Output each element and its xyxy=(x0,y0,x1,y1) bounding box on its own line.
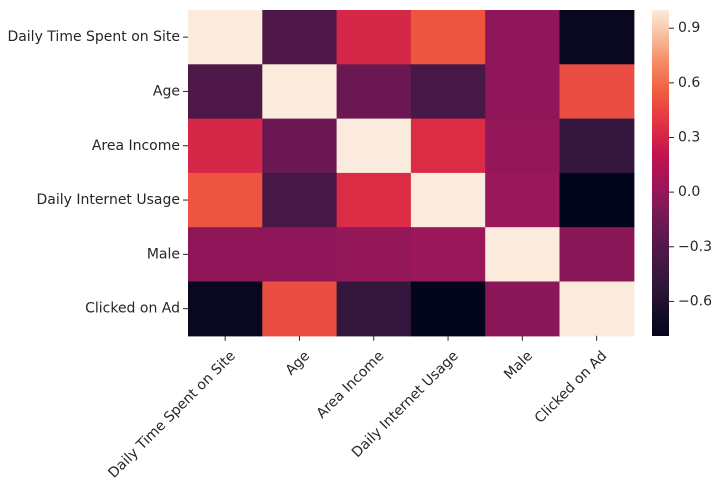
heatmap-cell-area-income-daily-time-spent-on-site xyxy=(188,118,263,174)
heatmap-cell-daily-time-spent-on-site-male xyxy=(485,10,561,65)
heatmap-cell-male-male xyxy=(485,227,561,283)
heatmap-cell-area-income-clicked-on-ad xyxy=(559,118,635,174)
heatmap-cell-clicked-on-ad-daily-time-spent-on-site xyxy=(188,281,263,337)
heatmap-cell-daily-time-spent-on-site-clicked-on-ad xyxy=(559,10,635,65)
x-tick-label-clicked-on-ad: Clicked on Ad xyxy=(532,348,610,426)
y-tick-label-daily-internet-usage: Daily Internet Usage xyxy=(36,192,180,208)
heatmap-cell-clicked-on-ad-male xyxy=(485,281,561,337)
heatmap-cell-age-area-income xyxy=(336,64,412,120)
colorbar-tick-label: 0.9 xyxy=(678,20,700,36)
heatmap-cell-male-daily-time-spent-on-site xyxy=(188,227,263,283)
heatmap-cell-male-area-income xyxy=(336,227,412,283)
y-tick-labels: Daily Time Spent on Site Age Area Income Da… xyxy=(7,29,188,317)
x-tick-label-male: Male xyxy=(501,348,536,383)
heatmap-cell-daily-internet-usage-area-income xyxy=(336,172,412,228)
heatmap-cell-daily-time-spent-on-site-daily-internet-usage xyxy=(410,10,486,65)
y-tick-label-clicked-on-ad: Clicked on Ad xyxy=(85,301,180,317)
x-tick-label-age: Age xyxy=(283,348,313,378)
colorbar-gradient xyxy=(652,10,669,336)
heatmap-cell-area-income-age xyxy=(262,118,338,174)
heatmap-cell-male-daily-internet-usage xyxy=(410,227,486,283)
heatmap-cell-age-daily-internet-usage xyxy=(410,64,486,120)
heatmap-cell-daily-internet-usage-clicked-on-ad xyxy=(559,172,635,228)
y-tick-label-area-income: Area Income xyxy=(92,138,180,154)
heatmap-cell-area-income-area-income xyxy=(336,118,412,174)
heatmap-cell-daily-time-spent-on-site-age xyxy=(262,10,338,65)
heatmap-cell-clicked-on-ad-age xyxy=(262,281,338,337)
colorbar-tick-label: 0.0 xyxy=(678,184,700,200)
heatmap-cell-age-age xyxy=(262,64,338,120)
heatmap-cell-male-clicked-on-ad xyxy=(559,227,635,283)
colorbar-tick-label: 0.6 xyxy=(678,75,700,91)
heatmap-cell-area-income-daily-internet-usage xyxy=(410,118,486,174)
heatmap-cell-clicked-on-ad-daily-internet-usage xyxy=(410,281,486,337)
colorbar-tick-label: −0.3 xyxy=(678,239,712,255)
y-tick-label-daily-time-spent-on-site: Daily Time Spent on Site xyxy=(7,29,180,45)
heatmap-cell-daily-internet-usage-daily-internet-usage xyxy=(410,172,486,228)
heatmap-cell-daily-internet-usage-age xyxy=(262,172,338,228)
heatmap-cell-age-daily-time-spent-on-site xyxy=(188,64,263,120)
x-tick-label-area-income: Area Income xyxy=(314,348,388,422)
heatmap-cell-daily-internet-usage-male xyxy=(485,172,561,228)
heatmap-cell-clicked-on-ad-clicked-on-ad xyxy=(559,281,635,337)
heatmap-cell-clicked-on-ad-area-income xyxy=(336,281,412,337)
heatmap-cell-daily-time-spent-on-site-daily-time-spent-on-site xyxy=(188,10,263,65)
x-tick-label-daily-time-spent-on-site: Daily Time Spent on Site xyxy=(105,348,238,481)
y-tick-label-age: Age xyxy=(153,83,180,99)
heatmap-cell-male-age xyxy=(262,227,338,283)
colorbar-tick-label: −0.6 xyxy=(678,293,712,309)
colorbar: 0.9 0.6 0.3 0.0 −0.3 −0.6 xyxy=(652,10,712,336)
heatmap-cells xyxy=(188,10,635,337)
heatmap-cell-age-clicked-on-ad xyxy=(559,64,635,120)
heatmap-cell-daily-time-spent-on-site-area-income xyxy=(336,10,412,65)
colorbar-tick-label: 0.3 xyxy=(678,129,700,145)
heatmap-cell-daily-internet-usage-daily-time-spent-on-site xyxy=(188,172,263,228)
heatmap-cell-area-income-male xyxy=(485,118,561,174)
heatmap-cell-age-male xyxy=(485,64,561,120)
x-tick-labels: Daily Time Spent on Site Age Area IncomeDa… xyxy=(105,335,610,481)
y-tick-label-male: Male xyxy=(147,246,180,262)
